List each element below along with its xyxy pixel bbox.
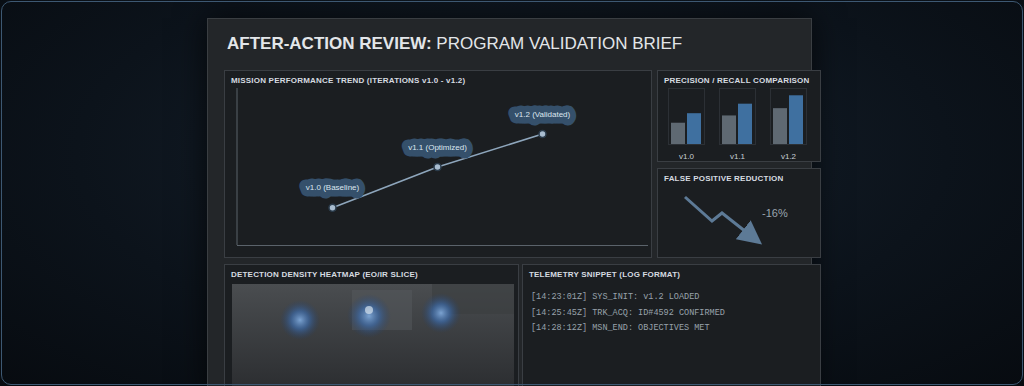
- html-text:[14:23:01Z] SYS_INIT: v1.2 LOA: [14:23:01Z] SYS_INIT: v1.2 LOADED: [531, 292, 700, 302]
- svg-text:v1.2: v1.2: [781, 152, 797, 161]
- svg-text:v1.1 (Optimized): v1.1 (Optimized): [408, 143, 467, 152]
- svg-text:v1.1: v1.1: [730, 152, 746, 161]
- svg-text:-16%: -16%: [762, 207, 788, 219]
- html-text:PRECISION / RECALL COMPARISON: PRECISION / RECALL COMPARISON: [664, 76, 810, 85]
- html-text:DETECTION DENSITY HEATMAP (EO/: DETECTION DENSITY HEATMAP (EO/IR SLICE): [231, 270, 418, 279]
- html-text:[14:25:45Z] TRK_ACQ: ID#4592 C: [14:25:45Z] TRK_ACQ: ID#4592 CONFIRMED: [531, 307, 725, 318]
- svg-text:v1.0 (Baseline): v1.0 (Baseline): [306, 183, 360, 192]
- svg-text:v1.2 (Validated): v1.2 (Validated): [515, 110, 571, 119]
- html-text:[14:28:12Z] MSN_END: OBJECTIVE: [14:28:12Z] MSN_END: OBJECTIVES MET: [531, 323, 710, 333]
- svg-text:v1.0: v1.0: [679, 152, 695, 161]
- html-text:TELEMETRY SNIPPET (LOG FORMAT): TELEMETRY SNIPPET (LOG FORMAT): [529, 270, 681, 279]
- html-text:AFTER-ACTION REVIEW: PROGRAM V: AFTER-ACTION REVIEW: PROGRAM VALIDATION …: [227, 34, 683, 53]
- html-text:FALSE POSITIVE REDUCTION: FALSE POSITIVE REDUCTION: [664, 174, 784, 183]
- html-text:MISSION PERFORMANCE TREND (ITE: MISSION PERFORMANCE TREND (ITERATIONS v1…: [231, 76, 466, 85]
